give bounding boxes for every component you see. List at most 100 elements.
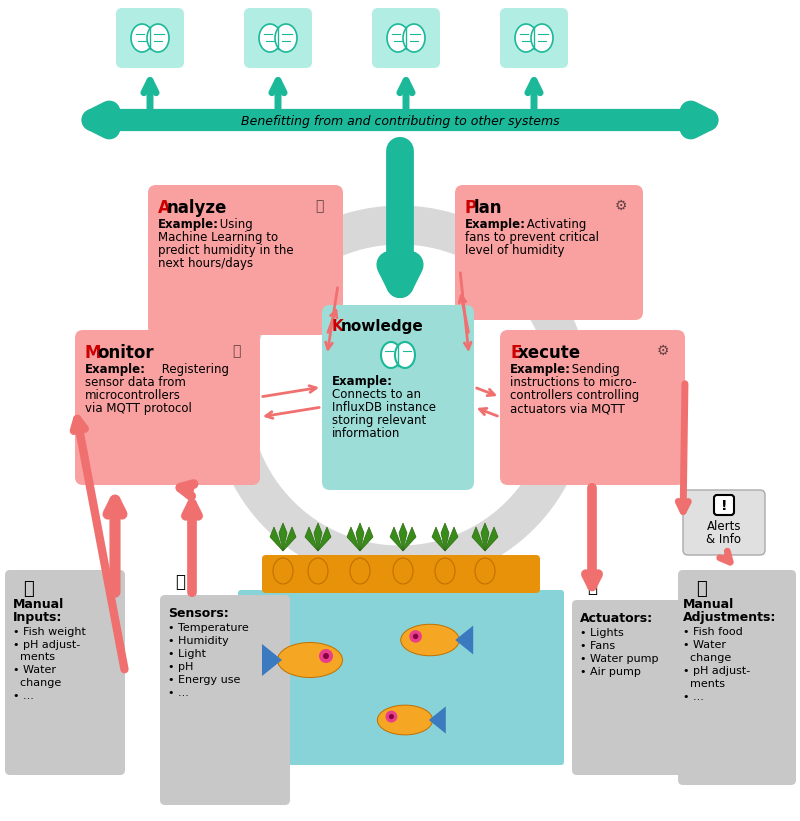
Text: instructions to micro-: instructions to micro- (510, 376, 637, 389)
Text: Sending: Sending (568, 363, 620, 376)
Text: Example:: Example: (158, 218, 219, 231)
Polygon shape (445, 527, 458, 551)
Text: ⚙: ⚙ (615, 199, 627, 213)
FancyBboxPatch shape (683, 490, 765, 555)
Text: Registering: Registering (158, 363, 229, 376)
Text: • Fish weight: • Fish weight (13, 627, 86, 637)
Circle shape (413, 634, 418, 639)
Text: next hours/days: next hours/days (158, 257, 253, 270)
Text: • Water: • Water (13, 665, 56, 675)
FancyBboxPatch shape (500, 330, 685, 485)
Polygon shape (481, 523, 489, 551)
Ellipse shape (273, 558, 293, 584)
Polygon shape (356, 523, 364, 551)
FancyBboxPatch shape (148, 185, 343, 335)
Text: 📡: 📡 (587, 578, 597, 596)
Circle shape (386, 711, 398, 722)
FancyBboxPatch shape (372, 8, 440, 68)
Polygon shape (314, 523, 322, 551)
Ellipse shape (275, 24, 297, 52)
Text: Activating: Activating (523, 218, 586, 231)
Text: • Light: • Light (168, 649, 206, 659)
Ellipse shape (475, 558, 495, 584)
Text: sensor data from: sensor data from (85, 376, 186, 389)
Polygon shape (441, 523, 449, 551)
Text: Connects to an: Connects to an (332, 388, 421, 401)
Text: Adjustments:: Adjustments: (683, 611, 776, 624)
Text: ✋: ✋ (696, 580, 706, 598)
Circle shape (410, 630, 422, 643)
Text: onitor: onitor (97, 344, 154, 362)
Polygon shape (429, 706, 446, 734)
Ellipse shape (387, 24, 409, 52)
Text: A: A (158, 199, 171, 217)
Text: Using: Using (216, 218, 253, 231)
Ellipse shape (395, 342, 415, 368)
Text: ments: ments (683, 679, 725, 689)
Text: • ...: • ... (683, 692, 704, 702)
Text: controllers controlling: controllers controlling (510, 389, 639, 402)
Ellipse shape (393, 558, 413, 584)
Text: 👁: 👁 (232, 344, 240, 358)
Ellipse shape (308, 558, 328, 584)
Text: • Fish food: • Fish food (683, 627, 742, 637)
Text: change: change (683, 653, 731, 663)
Ellipse shape (515, 24, 537, 52)
Text: • Temperature: • Temperature (168, 623, 249, 633)
Polygon shape (347, 527, 360, 551)
Text: ✋: ✋ (23, 580, 34, 598)
Text: • pH adjust-: • pH adjust- (683, 666, 750, 676)
Text: information: information (332, 427, 400, 440)
Text: 📡: 📡 (175, 573, 185, 591)
Text: P: P (465, 199, 477, 217)
Text: • Water: • Water (683, 640, 726, 650)
Ellipse shape (401, 624, 459, 656)
Text: lan: lan (474, 199, 502, 217)
Ellipse shape (147, 24, 169, 52)
Text: change: change (13, 678, 62, 688)
Text: ⚙: ⚙ (657, 344, 670, 358)
FancyBboxPatch shape (322, 305, 474, 490)
Text: fans to prevent critical: fans to prevent critical (465, 231, 599, 244)
Text: Sensors:: Sensors: (168, 607, 229, 620)
Text: InfluxDB instance: InfluxDB instance (332, 401, 436, 414)
Ellipse shape (435, 558, 455, 584)
Text: K: K (332, 319, 344, 334)
Text: xecute: xecute (518, 344, 581, 362)
Text: 📊: 📊 (315, 199, 323, 213)
Polygon shape (360, 527, 373, 551)
Circle shape (389, 714, 394, 719)
FancyBboxPatch shape (714, 495, 734, 515)
Text: • Energy use: • Energy use (168, 675, 240, 685)
Ellipse shape (381, 342, 401, 368)
Text: Example:: Example: (332, 375, 393, 388)
Polygon shape (262, 644, 282, 676)
Polygon shape (279, 523, 287, 551)
Polygon shape (432, 527, 445, 551)
Text: • pH: • pH (168, 662, 194, 672)
Text: • Water pump: • Water pump (580, 654, 658, 664)
Text: Example:: Example: (85, 363, 146, 376)
FancyBboxPatch shape (238, 590, 564, 765)
Ellipse shape (350, 558, 370, 584)
Polygon shape (318, 527, 331, 551)
Text: nalyze: nalyze (167, 199, 227, 217)
Polygon shape (283, 527, 296, 551)
Text: E: E (510, 344, 522, 362)
FancyBboxPatch shape (244, 8, 312, 68)
Text: • ...: • ... (168, 688, 189, 698)
Text: storing relevant: storing relevant (332, 414, 426, 427)
Text: • pH adjust-: • pH adjust- (13, 640, 80, 650)
Text: Example:: Example: (510, 363, 571, 376)
Polygon shape (399, 523, 407, 551)
Text: nowledge: nowledge (341, 319, 424, 334)
Text: • Fans: • Fans (580, 641, 615, 651)
Ellipse shape (259, 24, 281, 52)
Text: Manual: Manual (13, 598, 64, 611)
Ellipse shape (378, 705, 433, 735)
Text: Alerts: Alerts (706, 520, 742, 533)
FancyBboxPatch shape (500, 8, 568, 68)
Circle shape (319, 649, 333, 663)
Text: microcontrollers: microcontrollers (85, 389, 181, 402)
Ellipse shape (278, 643, 342, 677)
